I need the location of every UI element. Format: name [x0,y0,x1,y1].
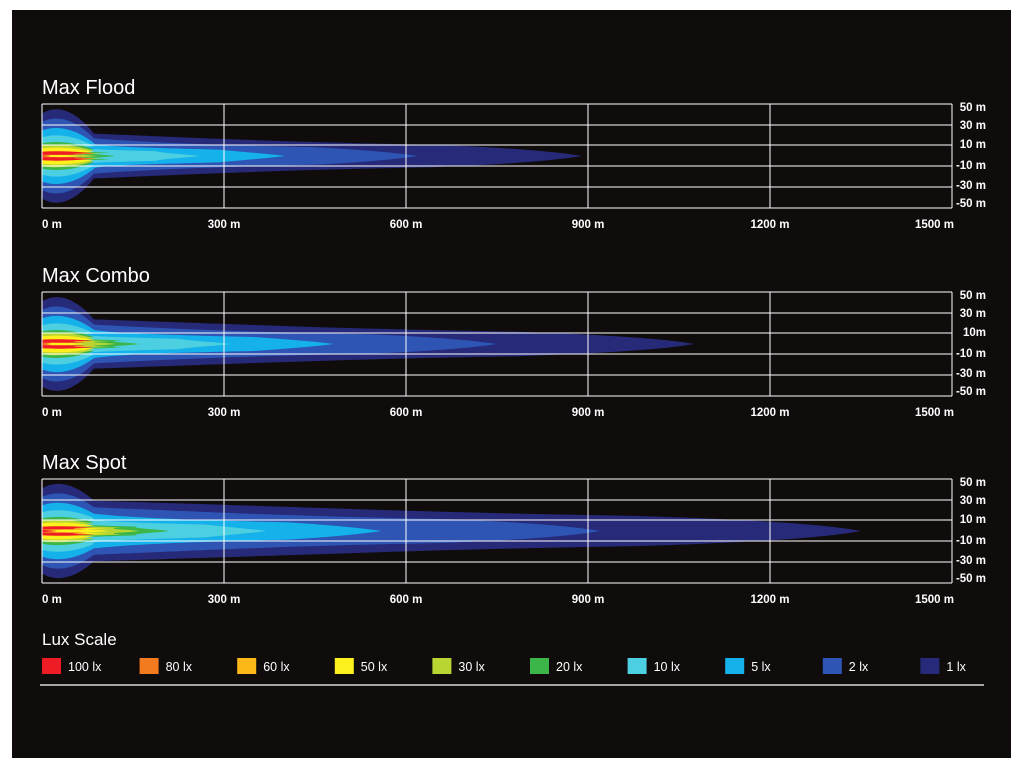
y-tick-label: 10 m [960,514,986,526]
contour-100-lx [42,151,94,161]
legend-label: 1 lx [946,660,966,674]
panel-title: Max Combo [42,265,150,287]
legend-item: 20 lx [530,658,583,674]
y-tick-label: -10 m [956,348,986,360]
x-tick-label: 1500 m [915,219,954,231]
chart-frame [12,10,1011,758]
panel-max-spot: Max Spot 0 m 300 m 600 m 900 m 1200 m 1500 m 50… [41,452,986,606]
panel-max-combo: Max Combo 0 m 300 m 600 m 900 m 1200 m 1500 m 5… [41,265,986,419]
x-tick-label: 0 m [42,407,62,419]
legend-label: 10 lx [654,660,681,674]
x-tick-label: 1200 m [750,407,789,419]
lux-legend: Lux Scale 100 lx 80 lx 60 lx 50 lx 30 lx 20 lx… [40,630,984,686]
y-tick-label: -50 m [956,573,986,585]
y-tick-label: 10m [963,327,986,339]
y-tick-label: -30 m [956,180,986,192]
y-tick-label: -10 m [956,535,986,547]
x-tick-label: 900 m [572,407,605,419]
x-tick-label: 1200 m [750,219,789,231]
y-tick-label: -50 m [956,386,986,398]
x-tick-label: 300 m [208,219,241,231]
legend-label: 50 lx [361,660,388,674]
legend-swatch [334,658,354,674]
legend-swatch [822,658,842,674]
y-tick-label: -50 m [956,198,986,210]
legend-label: 20 lx [556,660,583,674]
x-tick-label: 300 m [208,407,241,419]
x-tick-label: 600 m [390,219,423,231]
legend-item: 30 lx [432,658,486,674]
legend-item: 60 lx [237,658,290,674]
x-tick-label: 900 m [572,219,605,231]
y-tick-label: 50 m [960,102,986,114]
legend-swatch [627,658,647,674]
y-tick-label: -30 m [956,555,986,567]
legend-swatch [42,658,61,674]
legend-label: 30 lx [458,660,485,674]
y-tick-label: 30 m [960,120,986,132]
x-tick-label: 1500 m [915,594,954,606]
x-tick-label: 900 m [572,594,605,606]
x-tick-label: 300 m [208,594,241,606]
y-tick-label: 10 m [960,139,986,151]
y-tick-label: 50 m [960,290,986,302]
legend-item: 1 lx [920,658,967,674]
y-tick-label: -10 m [956,160,986,172]
contour-100-lx [42,526,94,536]
y-tick-label: 30 m [960,308,986,320]
x-tick-label: 600 m [390,407,423,419]
y-tick-label: 50 m [960,477,986,489]
y-tick-label: 30 m [960,495,986,507]
beam-contours [42,483,861,579]
legend-swatch [432,658,452,674]
y-tick-label: -30 m [956,368,986,380]
legend-item: 5 lx [725,658,771,674]
panel-title: Max Spot [42,452,127,474]
legend-item: 50 lx [334,658,388,674]
beam-contours [42,297,695,391]
beam-contours [42,109,582,203]
legend-label: 2 lx [849,660,869,674]
x-tick-label: 1200 m [750,594,789,606]
legend-item: 100 lx [42,658,102,674]
legend-label: 60 lx [263,660,290,674]
legend-item: 80 lx [139,658,193,674]
x-tick-label: 600 m [390,594,423,606]
legend-title: Lux Scale [42,630,117,649]
contour-100-lx [42,339,94,349]
panel-max-flood: Max Flood 0 m 300 m 600 m 900 m 1200 m 1500 m 5… [41,77,986,231]
legend-label: 100 lx [68,660,102,674]
x-tick-label: 0 m [42,219,62,231]
x-tick-label: 1500 m [915,407,954,419]
legend-label: 80 lx [166,660,193,674]
x-tick-label: 0 m [42,594,62,606]
panel-title: Max Flood [42,77,135,99]
legend-swatch [920,658,940,674]
legend-label: 5 lx [751,660,771,674]
legend-item: 2 lx [822,658,869,674]
legend-swatch [139,658,159,674]
legend-swatch [530,658,549,674]
legend-swatch [725,658,745,674]
legend-swatch [237,658,257,674]
legend-item: 10 lx [627,658,681,674]
